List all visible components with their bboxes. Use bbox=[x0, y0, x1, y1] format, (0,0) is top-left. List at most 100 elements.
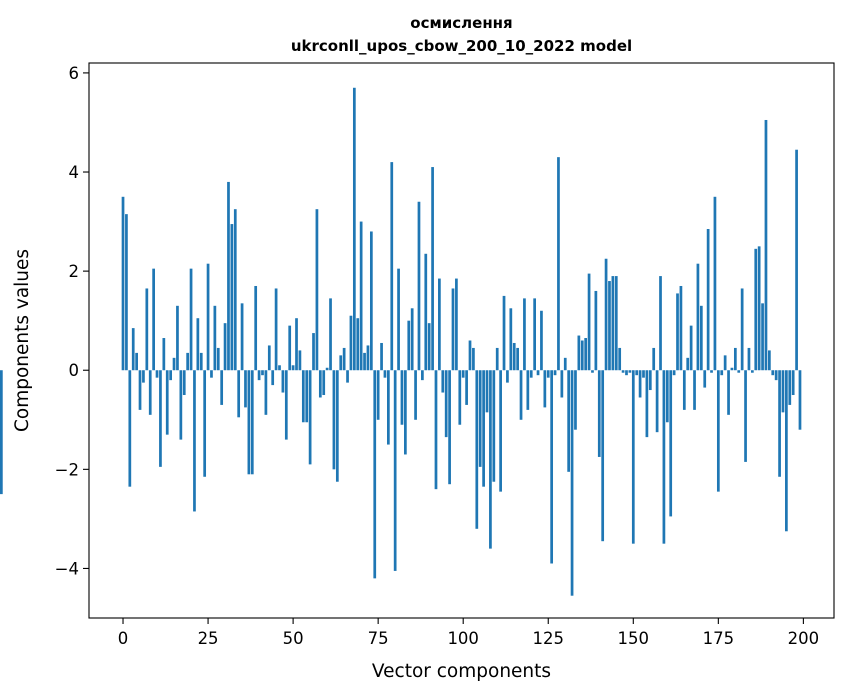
bar-157 bbox=[655, 370, 659, 433]
bar-60 bbox=[325, 367, 329, 371]
x-axis-label: Vector components bbox=[372, 661, 551, 682]
bar-69 bbox=[356, 318, 360, 371]
x-tick-label: 75 bbox=[368, 629, 389, 648]
bar-67 bbox=[349, 315, 353, 371]
plot-frame bbox=[88, 62, 835, 619]
bar-73 bbox=[369, 231, 373, 371]
bar-18 bbox=[182, 370, 186, 396]
bar-138 bbox=[591, 370, 594, 373]
bar-165 bbox=[682, 370, 686, 410]
bar-177 bbox=[723, 355, 727, 371]
bar-78 bbox=[387, 370, 390, 445]
bar-undefined bbox=[0, 370, 3, 495]
bar-50 bbox=[291, 365, 295, 371]
bar-77 bbox=[383, 370, 387, 378]
bar-197 bbox=[791, 370, 795, 396]
bar-100 bbox=[461, 370, 465, 378]
bar-125 bbox=[546, 370, 550, 378]
bar-75 bbox=[376, 370, 380, 420]
bar-25 bbox=[206, 263, 210, 371]
bar-33 bbox=[233, 209, 237, 371]
bar-103 bbox=[472, 347, 475, 371]
bar-117 bbox=[519, 370, 523, 420]
bar-195 bbox=[785, 370, 788, 532]
bar-1 bbox=[125, 214, 128, 371]
bar-71 bbox=[363, 352, 366, 371]
bar-29 bbox=[220, 370, 224, 405]
bar-9 bbox=[152, 268, 155, 371]
bar-132 bbox=[570, 370, 574, 596]
bar-19 bbox=[186, 352, 190, 371]
bar-111 bbox=[499, 370, 502, 492]
bar-14 bbox=[169, 370, 173, 381]
bar-180 bbox=[733, 347, 737, 371]
bar-98 bbox=[455, 278, 458, 371]
bar-140 bbox=[597, 370, 601, 457]
bar-155 bbox=[648, 370, 652, 391]
bar-178 bbox=[727, 370, 730, 415]
y-axis-label: Components values bbox=[12, 249, 33, 432]
x-tick-label: 125 bbox=[532, 629, 564, 648]
y-tick-label: 0 bbox=[69, 361, 80, 380]
bar-145 bbox=[614, 276, 618, 371]
bar-85 bbox=[410, 308, 414, 371]
bar-42 bbox=[264, 370, 268, 415]
bar-51 bbox=[295, 318, 298, 371]
bar-57 bbox=[315, 209, 319, 371]
bar-187 bbox=[757, 246, 761, 371]
bar-27 bbox=[213, 305, 217, 371]
bar-53 bbox=[301, 370, 305, 423]
bar-120 bbox=[529, 370, 533, 378]
y-tick-label: 4 bbox=[69, 163, 80, 182]
bar-176 bbox=[720, 370, 724, 376]
bar-56 bbox=[312, 333, 315, 371]
bar-194 bbox=[781, 370, 785, 413]
bar-88 bbox=[421, 370, 424, 381]
bar-127 bbox=[553, 370, 557, 376]
bar-153 bbox=[642, 370, 645, 378]
bar-24 bbox=[203, 370, 207, 477]
bar-110 bbox=[495, 347, 499, 371]
bar-81 bbox=[397, 268, 400, 371]
bar-139 bbox=[594, 290, 598, 371]
bar-142 bbox=[604, 258, 608, 371]
bar-84 bbox=[407, 320, 411, 371]
bar-130 bbox=[563, 357, 567, 371]
bar-23 bbox=[199, 352, 203, 371]
bar-70 bbox=[359, 221, 363, 371]
bar-97 bbox=[451, 288, 455, 371]
bar-91 bbox=[431, 167, 434, 371]
bar-20 bbox=[189, 268, 193, 371]
bar-183 bbox=[744, 370, 747, 462]
y-tick-label: 2 bbox=[69, 262, 80, 281]
bar-108 bbox=[489, 370, 492, 549]
bar-45 bbox=[274, 288, 278, 371]
y-tick-label: −4 bbox=[55, 559, 79, 578]
bar-series bbox=[0, 87, 802, 596]
bar-13 bbox=[165, 370, 169, 435]
bar-11 bbox=[159, 370, 162, 467]
bar-115 bbox=[512, 342, 516, 371]
bar-135 bbox=[580, 340, 584, 371]
bar-136 bbox=[584, 338, 588, 371]
chart-title: осмислення bbox=[410, 14, 512, 32]
bar-161 bbox=[669, 370, 673, 517]
bar-8 bbox=[148, 370, 152, 415]
bar-171 bbox=[703, 370, 707, 388]
bar-46 bbox=[278, 365, 281, 371]
bar-189 bbox=[764, 119, 768, 371]
x-tick-label: 150 bbox=[618, 629, 650, 648]
bar-191 bbox=[771, 370, 775, 376]
bar-34 bbox=[237, 370, 241, 418]
bar-43 bbox=[267, 345, 271, 371]
bar-124 bbox=[543, 370, 547, 408]
bar-39 bbox=[254, 285, 258, 371]
bar-104 bbox=[475, 370, 479, 529]
bar-74 bbox=[373, 370, 377, 579]
bar-170 bbox=[699, 305, 703, 371]
bar-21 bbox=[193, 370, 196, 512]
bar-113 bbox=[506, 370, 509, 383]
bar-38 bbox=[250, 370, 254, 475]
bar-116 bbox=[516, 347, 519, 371]
bar-90 bbox=[427, 323, 431, 371]
